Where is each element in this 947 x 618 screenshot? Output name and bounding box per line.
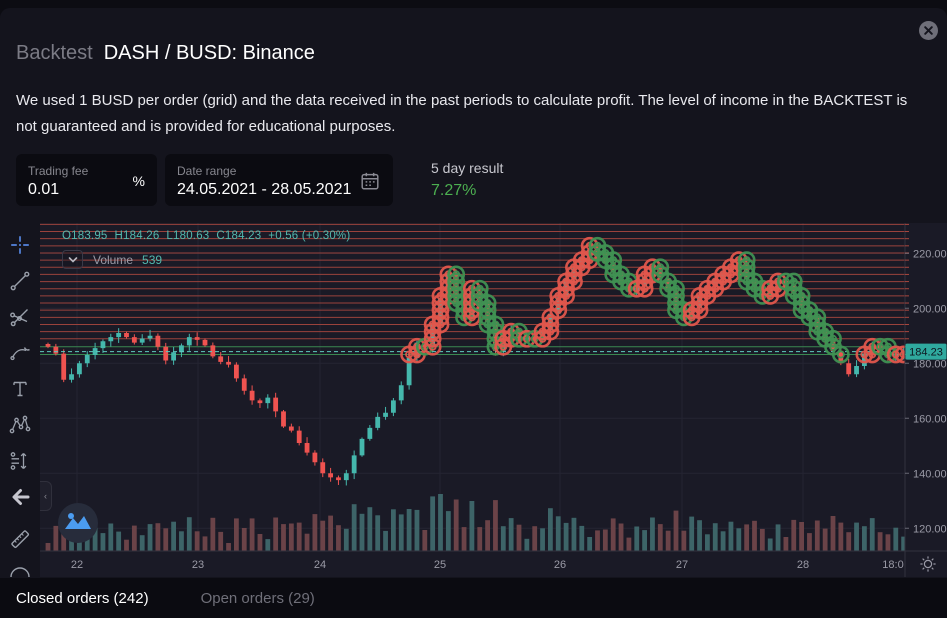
svg-text:24: 24 (314, 559, 326, 571)
price-chart[interactable]: 220.00 200.00 180.00 160.00 140.00 120.00 184.… (40, 223, 947, 577)
trading-fee-label: Trading fee (28, 163, 89, 178)
ohlc-open: O183.95 (62, 230, 108, 242)
svg-text:220.00: 220.00 (913, 248, 947, 260)
ohlc-high: H184.26 (114, 230, 160, 242)
orders-tabbar: Closed orders (242) Open orders (29) (0, 578, 947, 618)
svg-text:160.00: 160.00 (913, 413, 947, 425)
backtest-badge: Backtest (16, 42, 93, 64)
toolbar-collapse-handle[interactable]: ‹ (40, 481, 52, 511)
ohlc-close: C184.23 (216, 230, 262, 242)
text-tool-icon[interactable] (8, 377, 32, 401)
drawing-toolbar (0, 223, 40, 577)
page-title: DASH / BUSD: Binance (103, 42, 315, 64)
tab-open-orders[interactable]: Open orders (29) (200, 589, 315, 607)
volume-collapse-button[interactable] (62, 250, 83, 269)
svg-text:140.00: 140.00 (913, 468, 947, 480)
tab-closed-orders[interactable]: Closed orders (242) (16, 589, 149, 607)
backtest-result: 5 day result 7.27% (431, 154, 503, 200)
svg-text:18:0: 18:0 (882, 559, 903, 571)
brush-tool-icon[interactable] (8, 341, 32, 365)
volume-value: 539 (142, 252, 163, 267)
circle-tool-icon[interactable] (8, 563, 32, 577)
volume-label: Volume (93, 252, 134, 267)
ruler-icon[interactable] (8, 527, 32, 551)
backtest-description: We used 1 BUSD per order (grid) and the … (16, 92, 908, 135)
svg-text:27: 27 (676, 559, 688, 571)
backtest-modal: Backtest DASH / BUSD: Binance We used 1 B… (0, 8, 947, 618)
date-range-field[interactable]: Date range 24.05.2021 - 28.05.2021 (165, 154, 393, 206)
chevron-down-icon (68, 256, 77, 263)
trading-fee-value[interactable]: 0.01 (28, 180, 60, 198)
result-value: 7.27% (431, 182, 477, 199)
calendar-icon[interactable] (359, 170, 381, 192)
modal-header: Backtest DASH / BUSD: Binance (16, 42, 315, 65)
date-range-label: Date range (177, 163, 237, 178)
svg-text:23: 23 (192, 559, 204, 571)
axis-settings-icon (920, 556, 936, 572)
trend-line-icon[interactable] (8, 269, 32, 293)
trading-fee-unit: % (132, 173, 145, 189)
forecast-tool-icon[interactable] (8, 449, 32, 473)
close-button[interactable] (919, 21, 938, 40)
svg-text:26: 26 (554, 559, 566, 571)
svg-text:200.00: 200.00 (913, 303, 947, 315)
chart-section: 220.00 200.00 180.00 160.00 140.00 120.00 184.… (0, 223, 947, 577)
controls-row: Trading fee 0.01 % Date range 24.05.2021… (16, 154, 503, 206)
svg-text:184.23: 184.23 (909, 347, 943, 359)
ohlc-legend: O183.95 H184.26 L180.63 C184.23 +0.56 (+0.30… (62, 230, 357, 242)
ohlc-change: +0.56 (+0.30%) (268, 230, 351, 242)
svg-text:22: 22 (71, 559, 83, 571)
trading-fee-field[interactable]: Trading fee 0.01 % (16, 154, 157, 206)
result-label: 5 day result (431, 160, 504, 176)
svg-text:120.00: 120.00 (913, 523, 947, 535)
svg-text:180.00: 180.00 (913, 358, 947, 370)
chart-canvas-wrap: 220.00 200.00 180.00 160.00 140.00 120.00 184.… (40, 223, 947, 577)
ohlc-low: L180.63 (166, 230, 210, 242)
close-icon (924, 26, 933, 35)
cross-lines-tool-icon[interactable] (8, 305, 32, 329)
volume-legend: Volume 539 (62, 250, 162, 269)
xabcd-pattern-icon[interactable] (8, 413, 32, 437)
back-arrow-icon[interactable] (8, 485, 32, 509)
svg-text:25: 25 (434, 559, 446, 571)
svg-text:28: 28 (797, 559, 809, 571)
date-range-value[interactable]: 24.05.2021 - 28.05.2021 (177, 180, 352, 198)
crosshair-icon[interactable] (8, 233, 32, 257)
